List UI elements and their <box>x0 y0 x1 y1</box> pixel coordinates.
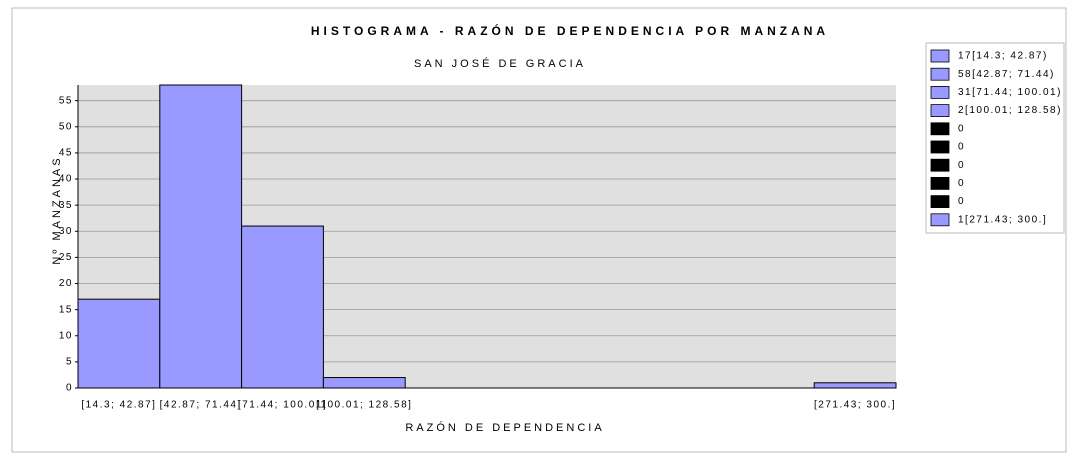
legend-swatch <box>930 158 950 172</box>
y-tick-label: 20 <box>59 278 73 289</box>
bar <box>159 84 243 389</box>
y-tick-label: 50 <box>59 121 73 132</box>
bar <box>813 382 897 389</box>
chart-title: HISTOGRAMA - RAZÓN DE DEPENDENCIA POR MA… <box>311 23 829 38</box>
x-tick-label: [42.87; 71.44] <box>160 400 242 411</box>
y-tick-label: 10 <box>59 330 73 341</box>
y-tick-label: 40 <box>59 174 73 185</box>
legend-label: 1[271.43; 300.] <box>958 214 1047 225</box>
legend-label: 0 <box>958 142 965 153</box>
x-tick-label: [271.43; 300.] <box>814 400 896 411</box>
x-tick-label: [71.44; 100.01] <box>238 400 327 411</box>
legend-swatch <box>930 86 950 99</box>
y-axis-label: Nº MANZANAS <box>51 155 63 264</box>
y-tick-label: 25 <box>59 252 73 263</box>
y-tick-label: 15 <box>59 304 73 315</box>
x-tick-label: [14.3; 42.87] <box>81 400 156 411</box>
y-tick-label: 35 <box>59 200 73 211</box>
chart-subtitle: SAN JOSÉ DE GRACIA <box>414 57 586 70</box>
legend-swatch <box>930 140 950 154</box>
legend-swatch <box>930 176 950 190</box>
legend-label: 31[71.44; 100.01) <box>958 87 1062 98</box>
legend-label: 0 <box>958 160 965 171</box>
legend-swatch <box>930 49 950 63</box>
bar <box>322 377 406 389</box>
legend-swatch <box>930 195 950 209</box>
legend-swatch <box>930 213 950 227</box>
x-axis-label: RAZÓN DE DEPENDENCIA <box>405 421 604 434</box>
y-tick-label: 45 <box>59 148 73 159</box>
y-tick-label: 0 <box>66 383 73 394</box>
legend-swatch <box>930 67 950 81</box>
legend-swatch <box>930 104 950 117</box>
legend-label: 0 <box>958 178 965 189</box>
x-tick-label: [100.01; 128.58] <box>316 400 412 411</box>
legend-label: 0 <box>958 123 965 134</box>
bar <box>241 225 324 389</box>
legend-label: 2[100.01; 128.58) <box>958 105 1062 116</box>
y-tick-label: 5 <box>66 357 73 368</box>
y-tick-label: 30 <box>59 226 73 237</box>
bar <box>77 298 161 389</box>
legend-swatch <box>930 122 950 136</box>
legend-label: 0 <box>958 196 965 207</box>
legend-label: 58[42.87; 71.44) <box>958 69 1055 80</box>
y-tick-label: 55 <box>59 95 73 106</box>
legend-label: 17[14.3; 42.87) <box>958 51 1048 62</box>
